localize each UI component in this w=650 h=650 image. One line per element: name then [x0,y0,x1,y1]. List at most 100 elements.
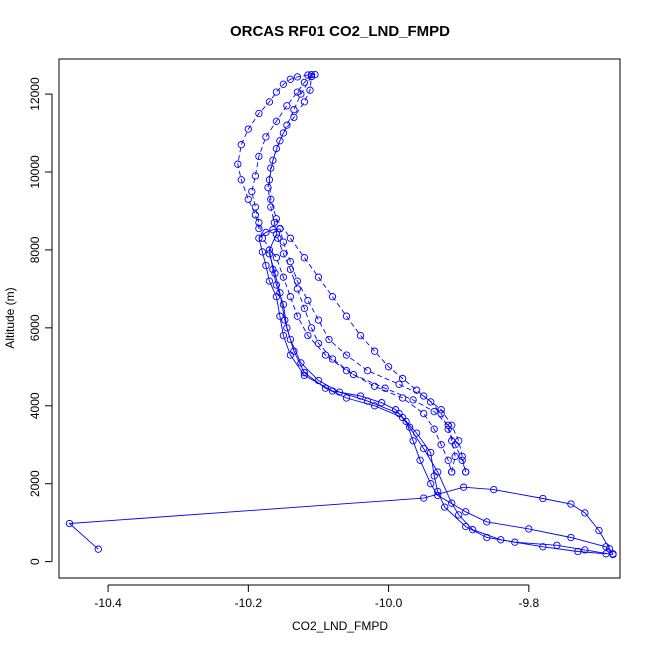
data-point [272,281,281,289]
plot-frame [58,58,621,579]
data-point [94,545,102,553]
data-point [356,331,365,340]
data-point [314,376,323,385]
data-point [255,218,263,227]
y-tick-label: 12000 [28,77,42,111]
data-point [462,468,470,476]
plot-area [65,70,617,559]
data-point [283,102,291,110]
series-3 [234,70,319,233]
data-point [251,203,260,211]
data-point [455,437,463,445]
data-point [304,331,312,340]
data-point [434,468,442,476]
data-point [248,187,256,196]
data-point [276,312,284,320]
data-point [272,117,281,125]
data-point [265,176,274,184]
data-point [448,421,456,429]
series-2 [265,250,610,558]
data-point [297,90,305,98]
data-point [300,78,309,87]
data-point [395,409,403,418]
data-point [279,80,288,88]
x-tick-label: -10.0 [375,596,403,610]
data-point [262,261,270,270]
data-point [279,273,288,281]
data-point [342,351,351,359]
data-point [300,98,309,106]
data-point [416,456,424,464]
data-point [293,277,302,285]
data-point [409,396,417,404]
x-axis: -10.4 -10.2 -10.0 -9.8 [94,584,539,610]
data-point [363,397,372,405]
data-point [420,444,428,453]
data-point [314,316,323,324]
data-point [279,129,288,137]
data-point [581,546,589,554]
data-point [483,518,491,526]
data-point [448,437,456,445]
series-line [237,74,316,229]
data-point [437,441,445,449]
data-point [255,109,263,118]
data-point [255,152,263,161]
data-point [497,536,505,544]
data-point [281,316,289,324]
data-point [244,195,252,203]
data-point [271,269,279,277]
data-point [307,70,316,79]
data-point [265,277,274,285]
data-point [293,312,302,320]
y-tick-label: 8000 [28,236,42,263]
series-line [268,76,467,473]
data-point [490,485,498,494]
data-point [444,456,452,464]
data-point [255,234,263,242]
data-point [304,296,312,305]
series-7 [276,224,470,476]
data-point [574,547,582,556]
chart-title: ORCAS RF01 CO2_LND_FMPD [230,23,450,40]
data-point [269,156,277,164]
data-point [267,164,275,172]
y-axis: 0 2000 4000 6000 8000 10000 12000 [28,77,53,565]
data-point [462,508,470,516]
data-point [595,526,603,535]
data-point [286,265,295,274]
data-point [251,172,260,180]
y-tick-label: 0 [28,558,42,565]
data-point [370,382,379,390]
series-line [268,253,607,555]
data-point [307,324,316,332]
data-point [458,456,466,464]
data-point [283,121,291,129]
data-point [539,494,547,503]
data-point [314,273,323,281]
data-point [409,437,417,445]
data-point [262,133,270,141]
data-point [300,254,309,262]
data-point [384,363,393,371]
data-point [272,215,281,223]
data-point [363,367,372,375]
data-point [286,335,295,344]
data-point [398,374,407,383]
y-tick-label: 10000 [28,155,42,189]
x-tick-label: -10.4 [94,596,122,610]
data-point [286,293,295,301]
data-point [251,211,260,219]
data-point [602,543,610,551]
data-point [581,509,589,517]
data-point [441,503,449,511]
data-point [274,234,282,242]
data-point [349,370,358,379]
data-point [437,406,445,414]
data-point [420,494,428,502]
series-4 [248,70,456,476]
data-point [255,224,263,233]
series-6 [265,72,470,476]
data-point [458,452,466,461]
